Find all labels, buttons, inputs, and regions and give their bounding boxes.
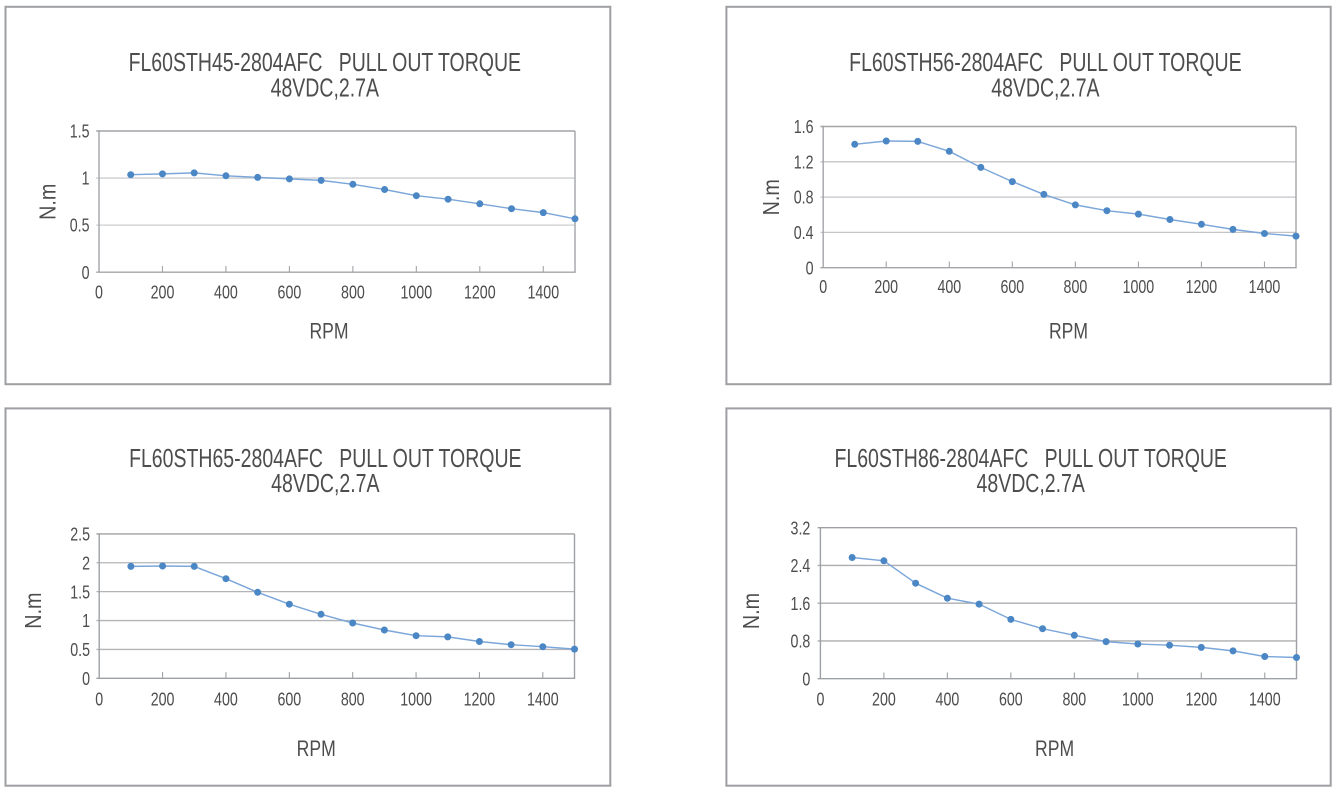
svg-text:0: 0 (819, 278, 827, 298)
svg-text:FL60STH56-2804AFC PULL OUT T: FL60STH56-2804AFC PULL OUT TORQUE (849, 47, 1241, 76)
svg-text:1200: 1200 (464, 283, 496, 303)
svg-text:400: 400 (214, 283, 238, 303)
svg-text:48VDC,2.7A: 48VDC,2.7A (991, 73, 1100, 102)
svg-text:1.5: 1.5 (70, 583, 90, 603)
svg-text:600: 600 (278, 283, 302, 303)
svg-text:800: 800 (1064, 278, 1088, 298)
svg-text:N.m: N.m (759, 179, 785, 215)
svg-text:48VDC,2.7A: 48VDC,2.7A (977, 468, 1086, 497)
svg-text:1400: 1400 (527, 690, 559, 710)
svg-text:0: 0 (95, 690, 103, 710)
svg-text:RPM: RPM (1049, 320, 1088, 344)
svg-text:0.5: 0.5 (70, 640, 90, 660)
svg-text:1400: 1400 (1249, 690, 1281, 710)
svg-text:0: 0 (95, 283, 103, 303)
svg-text:600: 600 (1000, 278, 1024, 298)
svg-text:48VDC,2.7A: 48VDC,2.7A (271, 468, 380, 497)
svg-text:2.4: 2.4 (791, 557, 811, 577)
svg-text:1: 1 (82, 169, 90, 189)
svg-text:800: 800 (1062, 690, 1086, 710)
svg-text:RPM: RPM (297, 737, 336, 761)
svg-text:0: 0 (82, 263, 90, 283)
svg-text:N.m: N.m (738, 593, 764, 629)
svg-text:1.6: 1.6 (794, 118, 814, 138)
svg-text:1200: 1200 (1185, 690, 1217, 710)
svg-text:200: 200 (151, 283, 175, 303)
svg-text:1200: 1200 (1186, 278, 1218, 298)
svg-text:1000: 1000 (400, 690, 432, 710)
svg-text:800: 800 (341, 283, 365, 303)
svg-text:RPM: RPM (309, 320, 348, 344)
svg-text:FL60STH65-2804AFC PULL OUT T: FL60STH65-2804AFC PULL OUT TORQUE (129, 443, 521, 472)
svg-text:N.m: N.m (35, 184, 61, 220)
svg-text:200: 200 (874, 278, 898, 298)
svg-text:FL60STH45-2804AFC PULL OUT T: FL60STH45-2804AFC PULL OUT TORQUE (129, 47, 521, 76)
svg-text:600: 600 (277, 690, 301, 710)
svg-text:3.2: 3.2 (791, 519, 811, 539)
svg-text:0.4: 0.4 (794, 223, 814, 243)
svg-text:800: 800 (341, 690, 365, 710)
svg-text:0.5: 0.5 (70, 216, 90, 236)
svg-text:1000: 1000 (1123, 278, 1155, 298)
svg-text:1400: 1400 (527, 283, 559, 303)
svg-text:200: 200 (872, 690, 896, 710)
svg-text:1.5: 1.5 (70, 122, 90, 142)
svg-text:600: 600 (999, 690, 1023, 710)
svg-text:0: 0 (806, 259, 814, 279)
svg-text:400: 400 (937, 278, 961, 298)
svg-text:RPM: RPM (1035, 737, 1074, 761)
svg-text:400: 400 (936, 690, 960, 710)
svg-text:0: 0 (816, 690, 824, 710)
svg-text:0: 0 (82, 669, 90, 689)
svg-text:48VDC,2.7A: 48VDC,2.7A (271, 73, 380, 102)
svg-text:0: 0 (802, 670, 810, 690)
svg-text:1.2: 1.2 (794, 153, 814, 173)
svg-text:0.8: 0.8 (791, 632, 811, 652)
svg-text:1.6: 1.6 (791, 594, 811, 614)
svg-text:1: 1 (82, 612, 90, 632)
svg-text:0.8: 0.8 (794, 188, 814, 208)
svg-text:FL60STH86-2804AFC PULL OUT T: FL60STH86-2804AFC PULL OUT TORQUE (834, 443, 1226, 472)
svg-text:2: 2 (82, 554, 90, 574)
svg-text:2.5: 2.5 (70, 525, 90, 545)
svg-text:200: 200 (151, 690, 175, 710)
svg-text:400: 400 (214, 690, 238, 710)
svg-text:1200: 1200 (464, 690, 496, 710)
svg-text:1000: 1000 (1122, 690, 1154, 710)
svg-text:1000: 1000 (400, 283, 432, 303)
svg-text:N.m: N.m (20, 592, 46, 628)
svg-text:1400: 1400 (1249, 278, 1281, 298)
